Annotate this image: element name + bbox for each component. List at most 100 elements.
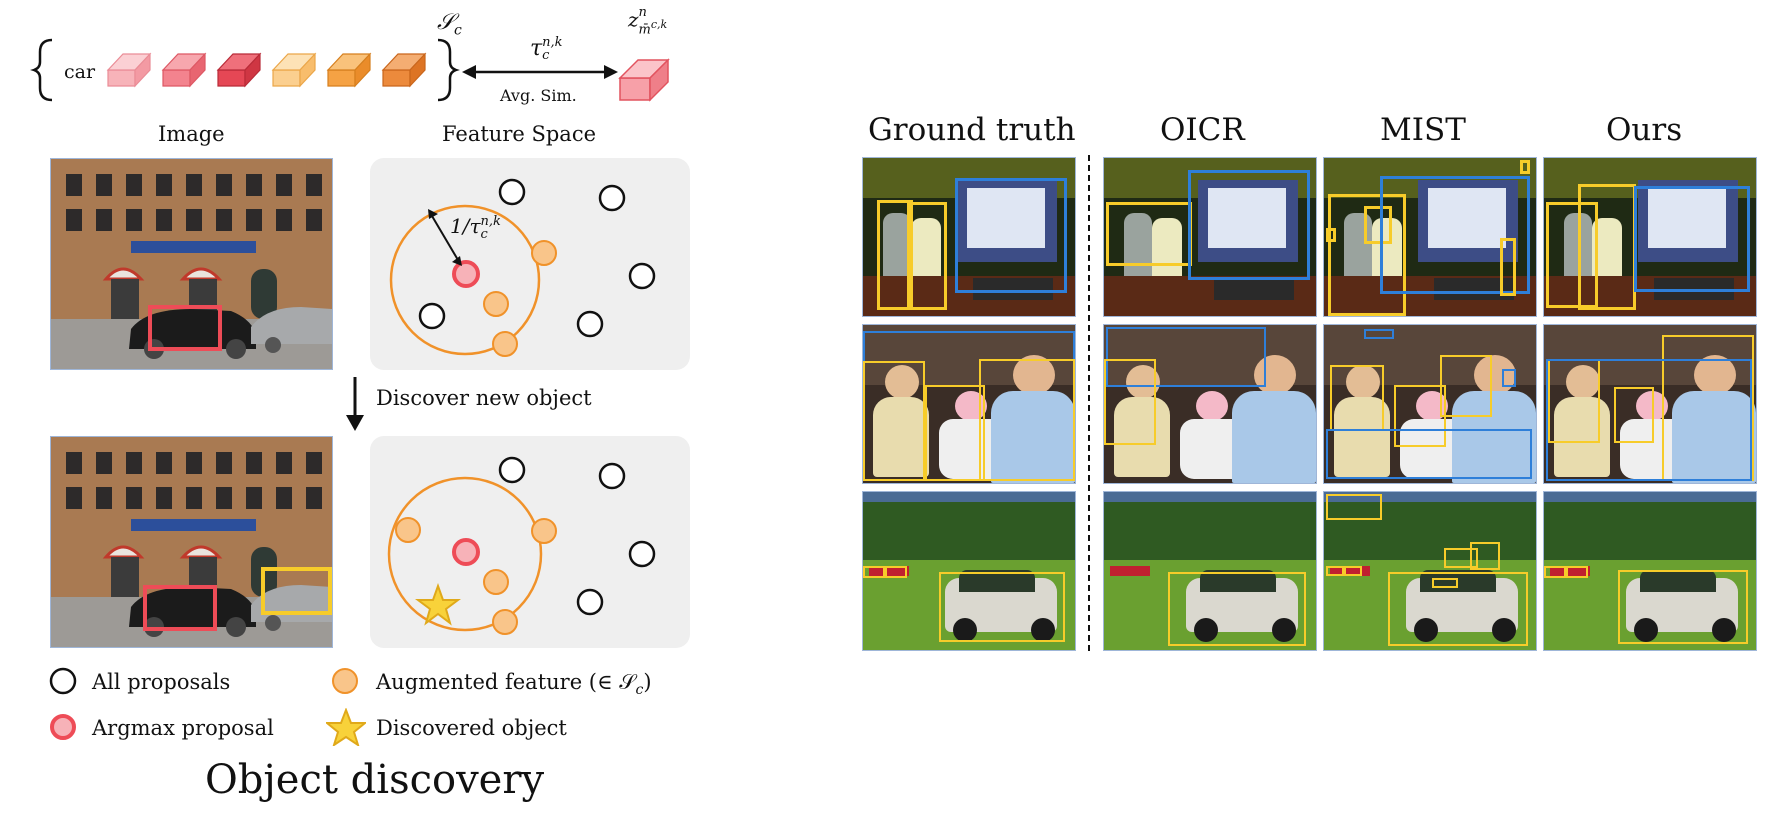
discover-arrow [346, 377, 364, 431]
oicr-children-image [1103, 324, 1317, 484]
ours-desk-image [1543, 157, 1757, 317]
proposal-point [576, 310, 604, 338]
feature-cuboid-6 [381, 52, 427, 88]
mist-desk-image [1323, 157, 1537, 317]
column-header-ground-truth: Ground truth [868, 112, 1076, 148]
mist-box [1326, 429, 1532, 479]
gt-car-image [862, 491, 1076, 651]
feature-circle-boundary [387, 476, 543, 632]
augmented-feature-point [483, 291, 509, 317]
image-header: Image [158, 122, 225, 146]
mist-box [1502, 369, 1516, 387]
legend-discovered-object: Discovered object [376, 716, 567, 740]
augmented-feature-point [483, 569, 509, 595]
proposal-point [498, 456, 526, 484]
legend-augmented-feature: Augmented feature (∈ 𝒮c) [376, 670, 652, 699]
mist-box [1380, 176, 1530, 294]
proposal-point [498, 178, 526, 206]
ours-box [1614, 387, 1654, 443]
tau-label: τ n,k c [530, 35, 563, 63]
mist-box [1388, 572, 1528, 646]
proposal-point [576, 588, 604, 616]
ours-children-image [1543, 324, 1757, 484]
mist-box [1500, 238, 1516, 296]
oicr-box [1106, 202, 1192, 266]
feature-space-after-plot [387, 456, 656, 635]
avg-sim-label: Avg. Sim. [500, 86, 577, 105]
mist-box [1470, 542, 1500, 570]
street-scene-illustration [51, 437, 332, 647]
top-row-diagram [30, 38, 670, 102]
proposal-point [598, 462, 626, 490]
augmented-feature-point [492, 609, 518, 635]
argmax-proposal-point [452, 538, 480, 566]
legend-argmax-icon [50, 714, 76, 740]
discovered-object-box [261, 567, 332, 615]
mist-box [1328, 194, 1406, 316]
oicr-box [1188, 170, 1310, 280]
ours-box [1578, 184, 1636, 310]
feature-cuboid-4 [271, 52, 317, 88]
street-image-after [50, 436, 333, 648]
argmax-proposal-point [452, 260, 480, 288]
mist-box [1326, 566, 1344, 576]
gt-box [877, 200, 913, 310]
ours-box [1546, 202, 1598, 308]
ours-box [1634, 186, 1750, 292]
ours-box [1566, 566, 1588, 578]
left-brace [30, 38, 53, 102]
street-image-before [50, 158, 333, 370]
augmented-feature-point [395, 517, 421, 543]
mist-box [1364, 206, 1392, 244]
mist-children-image [1323, 324, 1537, 484]
mist-box [1440, 355, 1492, 417]
ours-box [1546, 359, 1752, 481]
feature-cuboid-1 [106, 52, 152, 88]
proposal-point [628, 540, 656, 568]
column-header-mist: MIST [1380, 112, 1466, 148]
gt-box [939, 572, 1065, 642]
gt-box [863, 361, 925, 481]
feature-circle-boundary [389, 204, 541, 356]
mist-box [1330, 365, 1384, 431]
right-brace [437, 38, 460, 102]
mist-box [1444, 548, 1478, 568]
oicr-box [1104, 359, 1156, 445]
legend-augmented-icon [332, 668, 358, 694]
radius-label: 1/τ n,k c [450, 213, 501, 242]
legend-star-icon [326, 708, 366, 746]
column-header-ours: Ours [1606, 112, 1683, 148]
legend-all-proposals: All proposals [92, 670, 231, 694]
gt-box [925, 385, 985, 481]
ground-truth-divider [1088, 155, 1090, 651]
class-label: car [64, 61, 96, 83]
feature-cuboid-2 [161, 52, 207, 88]
gt-children-image [862, 324, 1076, 484]
ours-box [1618, 570, 1748, 644]
feature-space-before-plot [389, 178, 656, 357]
set-symbol: 𝒮c [437, 10, 462, 39]
street-scene-illustration [51, 159, 332, 369]
proposal-point [418, 302, 446, 330]
gt-box [955, 178, 1067, 293]
augmented-feature-point [531, 240, 557, 266]
gt-box [907, 202, 947, 310]
z-label: z n m̄c,k [628, 5, 668, 38]
oicr-box [1168, 572, 1306, 646]
discover-label: Discover new object [376, 386, 592, 410]
proposal-point [628, 262, 656, 290]
main-title: Object discovery [205, 757, 545, 803]
mist-box [1326, 494, 1382, 520]
mist-box [1520, 160, 1530, 174]
gt-desk-image [862, 157, 1076, 317]
gt-box [979, 359, 1075, 481]
ours-box [1544, 566, 1566, 578]
augmented-feature-point [492, 331, 518, 357]
oicr-desk-image [1103, 157, 1317, 317]
gt-box [885, 566, 907, 578]
oicr-box [1106, 327, 1266, 387]
gt-box [863, 566, 885, 578]
proposal-point [598, 184, 626, 212]
mist-box [1326, 228, 1336, 242]
mist-box [1344, 566, 1362, 576]
